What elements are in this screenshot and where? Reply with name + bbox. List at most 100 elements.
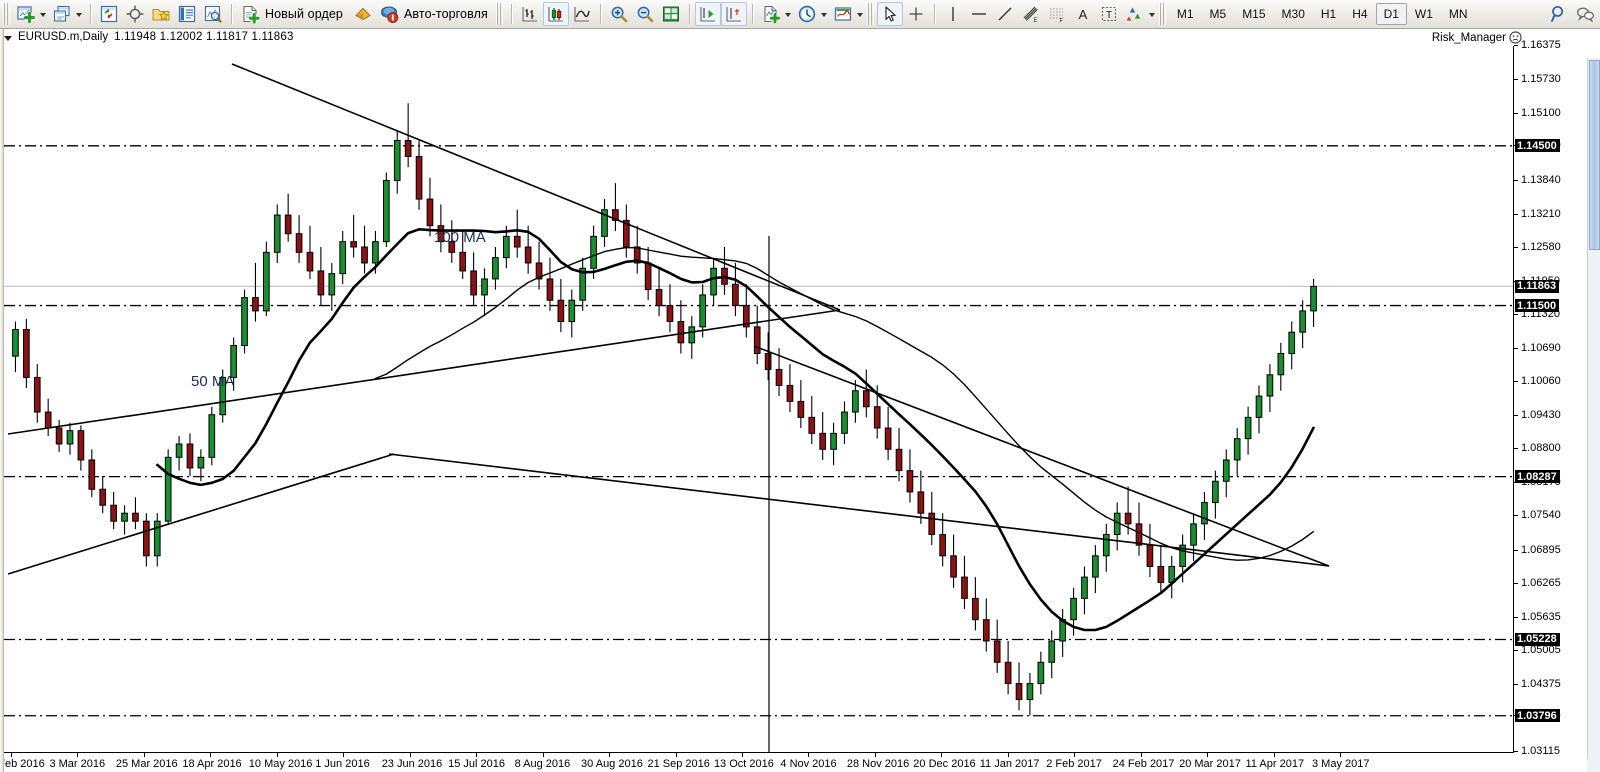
chart-canvas[interactable]: 100 MA 50 MA: [4, 46, 1513, 752]
chat-bubbles-icon: [1576, 7, 1595, 23]
search-magnifier-button[interactable]: [1546, 2, 1572, 26]
new-chart-dropdown-caret[interactable]: [40, 13, 46, 17]
time-scale[interactable]: 10 Feb 2016 3 Mar 2016 25 Mar 2016 18 Apr 2…: [0, 753, 1513, 772]
svg-text:A: A: [1079, 7, 1088, 22]
timeframe-d1[interactable]: D1: [1375, 3, 1407, 25]
time-tick-label: 10 Feb 2016: [0, 758, 45, 770]
timeframe-m1[interactable]: M1: [1176, 7, 1194, 21]
navigator-button[interactable]: [148, 2, 174, 26]
time-tick-mark: [1340, 753, 1341, 757]
timeframe-m5[interactable]: M5: [1209, 7, 1227, 21]
price-tick-mark: [1514, 650, 1518, 652]
time-tick-mark: [143, 753, 145, 757]
price-scale[interactable]: 1.16375 1.15730 1.15100 1.14500 1.13840 1.132…: [1513, 39, 1587, 757]
tester-magnifier-icon: [204, 5, 222, 23]
shapes-dropdown-caret[interactable]: [1148, 13, 1155, 17]
svg-text:T: T: [1106, 10, 1112, 21]
toolbar-separator: [599, 4, 601, 24]
price-tick-mark: [1514, 616, 1518, 618]
toolbar-grip[interactable]: [3, 3, 10, 25]
vertical-scrollbar-thumb[interactable]: [1589, 60, 1600, 250]
trendline-button[interactable]: [992, 2, 1018, 26]
price-tick-label: 1.07540: [1521, 509, 1561, 522]
moving-average-100: [374, 246, 1315, 561]
chart-shift-button[interactable]: [720, 2, 747, 26]
strategy-tester-button[interactable]: [200, 2, 226, 26]
price-tick-label: 1.04375: [1521, 677, 1561, 690]
trendline-object-4: [388, 453, 1330, 567]
svg-text:F: F: [1059, 19, 1063, 25]
timeframe-m15[interactable]: M15: [1242, 7, 1266, 21]
line-chart-icon: [574, 7, 590, 22]
line-chart-button[interactable]: [569, 2, 595, 26]
toolbar-grip[interactable]: [495, 3, 503, 25]
timeframe-w1[interactable]: W1: [1414, 7, 1433, 21]
new-chart-button[interactable]: [13, 2, 39, 26]
auto-scroll-icon: [700, 7, 715, 22]
autotrading-button[interactable]: Авто-торговля: [376, 2, 495, 26]
time-tick-mark: [741, 753, 743, 757]
new-order-button[interactable]: Новый ордер: [237, 2, 350, 26]
chart-window-dropdown-caret[interactable]: [76, 13, 82, 17]
text-button[interactable]: A: [1070, 2, 1096, 26]
indicators-dropdown-caret[interactable]: [784, 13, 791, 17]
price-tick-label: 1.13210: [1521, 207, 1561, 220]
metaeditor-button[interactable]: [350, 2, 376, 26]
toolbar-separator: [510, 4, 512, 24]
crosshair-icon: [909, 7, 923, 21]
price-tick-mark: [1514, 213, 1518, 215]
trendline-object-1: [231, 63, 841, 311]
timeframe-h4[interactable]: H4: [1352, 7, 1368, 21]
vertical-line-button[interactable]: [940, 2, 966, 26]
time-tick-mark: [210, 753, 212, 757]
toolbar-grip[interactable]: [1158, 3, 1166, 25]
indicators-button[interactable]: [758, 2, 784, 26]
periods-button[interactable]: [794, 2, 820, 26]
time-tick-mark: [1074, 753, 1076, 757]
timeframe-mn[interactable]: MN: [1448, 7, 1468, 21]
shapes-button[interactable]: [1122, 2, 1148, 26]
chat-bubbles-button[interactable]: [1572, 2, 1598, 26]
chart-menu-caret-icon[interactable]: [4, 35, 12, 41]
templates-button[interactable]: [830, 2, 856, 26]
chart-window-button[interactable]: [49, 2, 75, 26]
terminal-button[interactable]: [174, 2, 200, 26]
metaeditor-icon: [355, 7, 371, 21]
horizontal-line-icon: [971, 13, 986, 15]
vertical-scrollbar[interactable]: [1587, 58, 1600, 772]
zoom-in-button[interactable]: [606, 2, 632, 26]
market-watch-icon: [100, 5, 118, 23]
cursor-button[interactable]: [876, 2, 903, 26]
text-label-button[interactable]: T: [1096, 2, 1122, 26]
price-tick-mark: [1514, 112, 1518, 114]
fibonacci-button[interactable]: F: [1044, 2, 1070, 26]
level-tag-5: 1.03796: [1515, 709, 1560, 723]
level-tag-3: 1.08287: [1515, 470, 1560, 484]
periods-dropdown-caret[interactable]: [820, 13, 827, 17]
chart-plot-area[interactable]: 100 MA 50 MA: [3, 46, 1513, 753]
equidistant-channel-icon: E: [1023, 6, 1038, 24]
equidistant-channel-button[interactable]: E: [1018, 2, 1044, 26]
data-window-button[interactable]: [122, 2, 148, 26]
toolbar-separator: [688, 4, 690, 24]
toolbar-grip[interactable]: [866, 3, 874, 25]
templates-dropdown-caret[interactable]: [856, 13, 863, 17]
horizontal-line-button[interactable]: [966, 2, 992, 26]
price-tick-label: 1.16375: [1521, 39, 1561, 51]
chart-grid-button[interactable]: [658, 2, 684, 26]
market-watch-button[interactable]: [96, 2, 122, 26]
chart-symbol-period: EURUSD.m,Daily: [18, 31, 109, 43]
ma50-label: 50 MA: [191, 373, 234, 390]
price-tick-mark: [1514, 45, 1518, 46]
time-tick-label: 15 Jul 2016: [448, 758, 506, 770]
auto-scroll-button[interactable]: [694, 2, 721, 26]
new-order-icon: [243, 5, 260, 24]
crosshair-button[interactable]: [903, 2, 929, 26]
timeframe-m30[interactable]: M30: [1281, 7, 1305, 21]
zoom-out-button[interactable]: [632, 2, 658, 26]
candlestick-chart-button[interactable]: [542, 2, 569, 26]
price-tick-mark: [1514, 751, 1518, 752]
bar-chart-button[interactable]: [517, 2, 543, 26]
timeframe-h1[interactable]: H1: [1320, 7, 1337, 21]
price-tick-label: 1.10690: [1521, 341, 1561, 354]
